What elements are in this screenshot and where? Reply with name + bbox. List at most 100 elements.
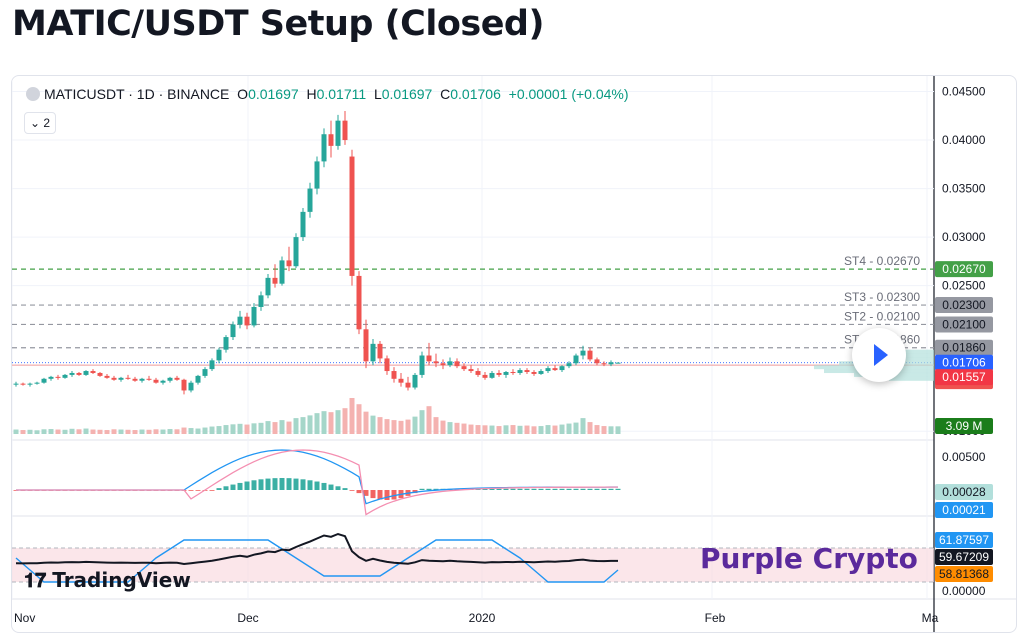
volume-bar: [55, 429, 61, 434]
volume-bar: [314, 413, 320, 434]
volume-bar: [34, 430, 40, 434]
play-icon: [874, 344, 888, 366]
volume-bar: [265, 421, 271, 434]
volume-bar: [433, 417, 439, 434]
candle-body: [580, 350, 586, 356]
y-tick-label: 0.03000: [942, 230, 986, 244]
candle-body: [314, 161, 320, 189]
stoch-badge-text: 58.81368: [939, 567, 989, 581]
watermark-text: Purple Crypto: [700, 542, 918, 575]
candle-body: [34, 382, 40, 384]
volume-bar: [419, 410, 425, 434]
candle-body: [377, 343, 383, 359]
chart-frame[interactable]: 0.045000.040000.035000.030000.025000.010…: [11, 75, 1017, 633]
volume-bar: [363, 411, 369, 434]
symbol-label[interactable]: MATICUSDT · 1D · BINANCE: [44, 86, 230, 102]
volume-profile-bar: [894, 349, 934, 354]
candle-body: [272, 277, 278, 284]
macd-signal-line: [16, 449, 618, 516]
rsi-line: [15, 532, 618, 566]
volume-bar: [531, 426, 537, 434]
volume-badge-bg: [935, 418, 993, 434]
volume-bar: [412, 416, 418, 434]
candle-body: [538, 371, 544, 374]
macd-histogram-bar: [216, 488, 222, 490]
macd-histogram-bar: [496, 488, 502, 490]
stoch-band: [12, 548, 934, 582]
candle-body: [300, 211, 306, 238]
volume-bar: [104, 430, 110, 434]
macd-histogram-bar: [244, 481, 250, 490]
volume-bar: [307, 415, 313, 434]
volume-bar: [468, 424, 474, 434]
volume-bar: [27, 429, 33, 434]
candle-body: [27, 383, 33, 385]
volume-bar: [601, 426, 607, 434]
candle-body: [321, 134, 327, 162]
candle-body: [307, 188, 313, 212]
macd-histogram-bar: [566, 488, 572, 490]
volume-bar: [202, 427, 208, 434]
volume-bar: [517, 425, 523, 434]
y-tick-label: 0.04000: [942, 133, 986, 147]
candle-body: [125, 377, 131, 379]
macd-histogram-bar: [321, 482, 327, 490]
candle-body: [195, 375, 201, 383]
candle-body: [244, 316, 250, 326]
volume-bar: [286, 421, 292, 434]
candle-body: [83, 371, 89, 375]
volume-bar: [615, 426, 621, 434]
macd-histogram-bar: [426, 488, 432, 490]
volume-bar: [244, 424, 250, 434]
macd-histogram-bar: [587, 488, 593, 490]
volume-bar: [447, 422, 453, 434]
candle-body: [132, 378, 138, 381]
volume-bar: [300, 417, 306, 434]
tradingview-logo-text: TradingView: [52, 568, 191, 592]
volume-bar: [167, 429, 173, 434]
candle-body: [216, 349, 222, 361]
volume-bar: [552, 425, 558, 434]
candle-body: [69, 372, 75, 375]
volume-badge-text: 3.09 M: [946, 419, 983, 433]
macd-histogram-bar: [300, 479, 306, 490]
volume-bar: [426, 406, 432, 434]
indicator-count: 2: [43, 116, 51, 130]
candle-body: [62, 374, 68, 378]
candle-body: [433, 361, 439, 364]
volume-bar: [48, 429, 54, 434]
macd-histogram-bar: [265, 478, 271, 490]
macd-histogram-bar: [608, 488, 614, 490]
volume-bar: [321, 411, 327, 434]
candle-body: [440, 363, 446, 366]
macd-histogram-bar: [419, 488, 425, 490]
volume-bar: [461, 423, 467, 434]
macd-badge-text: 0.00021: [942, 503, 986, 517]
macd-histogram-bar: [251, 480, 257, 490]
volume-bar: [377, 417, 383, 434]
high-value: 0.01711: [316, 86, 367, 102]
candle-body: [286, 260, 292, 267]
close-label: C: [440, 86, 451, 102]
candle-body: [237, 316, 243, 325]
candle-body: [496, 372, 502, 375]
candle-body: [349, 156, 355, 276]
candle-body: [601, 363, 607, 365]
candle-body: [419, 355, 425, 375]
candle-body: [552, 368, 558, 371]
volume-bar: [384, 419, 390, 434]
volume-bar: [272, 422, 278, 434]
volume-bar: [594, 425, 600, 434]
price-chart-svg[interactable]: 0.045000.040000.035000.030000.025000.010…: [12, 76, 1016, 632]
change-value: +0.00001 (+0.04%): [508, 86, 629, 102]
candle-body: [188, 382, 194, 391]
volume-bar: [223, 425, 229, 434]
x-tick-label: Dec: [237, 611, 258, 625]
play-button[interactable]: [852, 328, 906, 382]
indicator-toggle-button[interactable]: ⌄ 2: [24, 112, 56, 134]
candle-body: [559, 366, 565, 371]
candle-body: [468, 369, 474, 372]
macd-badge-text: 0.00028: [942, 485, 986, 499]
macd-tick-label: 0.00500: [942, 450, 986, 464]
macd-histogram-bar: [601, 488, 607, 490]
